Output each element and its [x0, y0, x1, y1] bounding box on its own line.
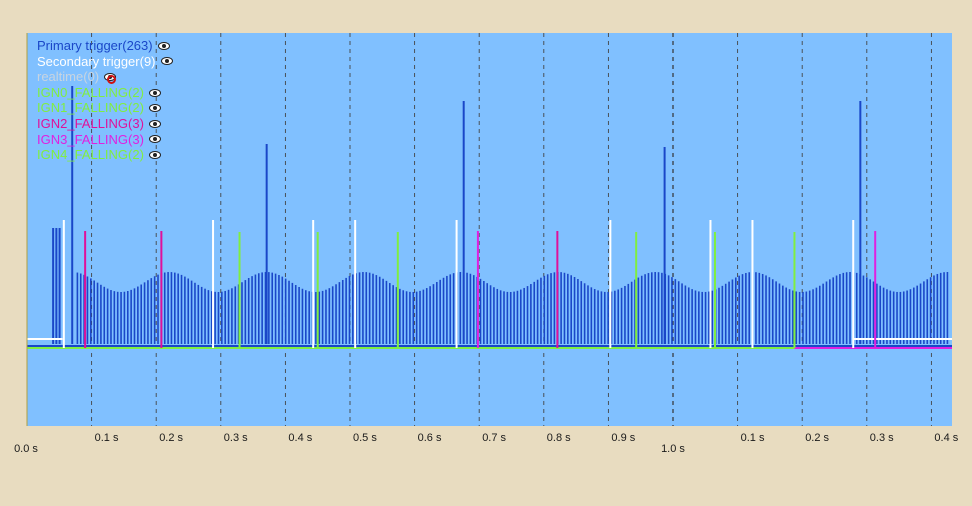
grid-lines — [91, 33, 932, 426]
tick-label: 0.0 s — [14, 443, 38, 455]
tick-label: 0.5 s — [353, 432, 377, 444]
legend-label: IGN0_FALLING(2) — [37, 84, 144, 100]
tick-label: 0.6 s — [418, 432, 442, 444]
tick-label: 0.7 s — [482, 432, 506, 444]
legend-item-realtime[interactable]: realtime(0) — [37, 69, 173, 85]
legend-item-ign4-falling[interactable]: IGN4_FALLING(2) — [37, 147, 173, 163]
plot-background — [27, 33, 952, 426]
legend-label: IGN2_FALLING(3) — [37, 115, 144, 131]
legend-item-ign3-falling[interactable]: IGN3_FALLING(3) — [37, 132, 173, 148]
legend-item-ign2-falling[interactable]: IGN2_FALLING(3) — [37, 116, 173, 132]
tick-label: 0.1 s — [95, 432, 119, 444]
event-markers — [62, 220, 877, 348]
eye-hidden-icon[interactable] — [104, 72, 117, 84]
tick-label: 0.9 s — [611, 432, 635, 444]
legend-item-primary-trigger[interactable]: Primary trigger(263) — [37, 38, 173, 54]
tick-label: 1.0 s — [661, 443, 685, 455]
tick-label: 0.1 s — [741, 432, 765, 444]
legend-label: Primary trigger(263) — [37, 38, 153, 53]
legend-item-ign0-falling[interactable]: IGN0_FALLING(2) — [37, 85, 173, 101]
tick-label: 0.3 s — [224, 432, 248, 444]
legend: Primary trigger(263) Secondary trigger(9… — [37, 38, 173, 163]
tick-label: 0.4 s — [934, 432, 958, 444]
tick-label: 0.2 s — [159, 432, 183, 444]
x-tick-labels: 0.0 s 0.1 s 0.2 s 0.3 s 0.4 s 0.5 s 0.6 s 0.7 s… — [14, 432, 959, 455]
primary-trigger-trace — [52, 86, 949, 344]
legend-label: IGN1_FALLING(2) — [37, 100, 144, 116]
eye-icon[interactable] — [160, 57, 173, 66]
eye-icon[interactable] — [148, 88, 161, 97]
trace-baselines — [27, 338, 952, 349]
eye-icon[interactable] — [157, 41, 170, 50]
eye-icon[interactable] — [148, 135, 161, 144]
legend-label: IGN3_FALLING(3) — [37, 131, 144, 147]
legend-item-secondary-trigger[interactable]: Secondary trigger(9) — [37, 54, 173, 70]
eye-icon[interactable] — [148, 119, 161, 128]
eye-icon[interactable] — [148, 104, 161, 113]
tick-label: 0.2 s — [805, 432, 829, 444]
eye-icon[interactable] — [148, 150, 161, 159]
tick-label: 0.3 s — [870, 432, 894, 444]
tick-label: 0.4 s — [288, 432, 312, 444]
legend-label: Secondary trigger(9) — [37, 53, 156, 69]
legend-label: IGN4_FALLING(2) — [37, 147, 144, 163]
legend-item-ign1-falling[interactable]: IGN1_FALLING(2) — [37, 100, 173, 116]
tick-label: 0.8 s — [547, 432, 571, 444]
legend-label: realtime(0) — [37, 69, 100, 85]
